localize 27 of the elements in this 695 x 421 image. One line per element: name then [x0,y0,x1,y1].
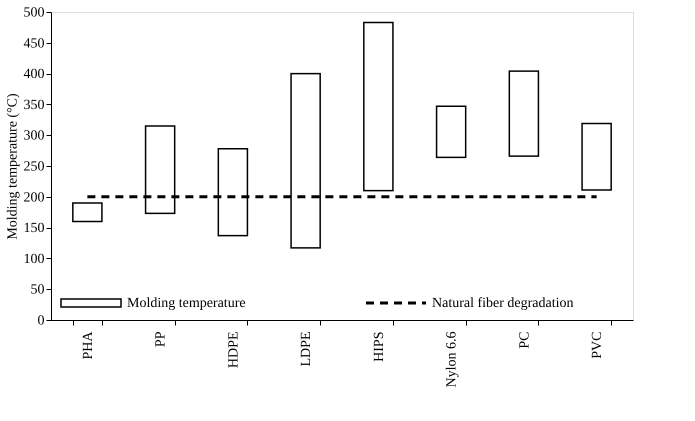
y-tick-label: 500 [24,6,44,20]
legend-label: Molding temperature [127,296,246,311]
bar [72,202,103,222]
bar [436,106,466,158]
bar [508,70,540,157]
y-tick-label: 100 [24,252,44,267]
x-tick-label: HDPE [226,332,242,368]
x-tick-label: LDPE [299,332,314,366]
y-tick-label: 250 [24,160,44,174]
y-tick-label: 50 [30,282,44,298]
y-axis-title: Molding temperature (°C) [6,92,20,240]
y-tick-label: 0 [38,314,44,328]
y-tick-label: 350 [24,98,44,113]
x-tick-label: PVC [590,332,606,359]
bar [581,122,612,191]
legend-label: Natural fiber degradation [432,296,574,311]
y-tick-label: 200 [24,190,44,206]
y-tick-label: 450 [24,36,44,52]
x-tick-label: HIPS [372,332,387,362]
x-tick-label: PC [517,332,532,349]
bar [363,22,394,192]
y-tick-label: 150 [24,221,44,236]
y-tick-label: 400 [24,67,44,82]
x-tick-label: PHA [80,330,96,360]
y-tick-label: 300 [24,128,44,144]
x-tick-label: Nylon 6.6 [444,332,460,388]
x-tick-label: PP [154,331,169,348]
